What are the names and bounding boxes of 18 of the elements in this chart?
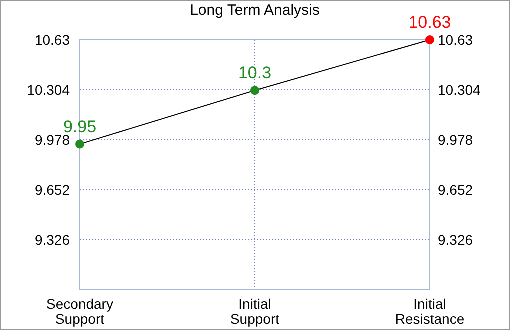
- y2-tick-label: 9.326: [438, 232, 474, 248]
- x-tick-label: Initial Support: [230, 296, 280, 327]
- point: [250, 86, 260, 96]
- y-tick-label: 9.652: [34, 182, 70, 198]
- point: [426, 36, 434, 44]
- x-tick-label: Secondary Support: [46, 296, 114, 327]
- data-label: 10.3: [238, 64, 272, 83]
- data-label: 10.63: [408, 13, 452, 32]
- y-tick-label: 10.304: [27, 82, 70, 98]
- y2-tick-label: 10.63: [438, 32, 474, 48]
- x-tick-label: Initial Resistance: [395, 296, 465, 327]
- y-tick-label: 10.63: [34, 32, 70, 48]
- y2-tick-label: 10.304: [438, 82, 482, 98]
- y-tick-label: 9.326: [34, 232, 70, 248]
- y2-tick-label: 9.978: [438, 132, 474, 148]
- chart-title: Long Term Analysis: [190, 2, 320, 19]
- y2-tick-label: 9.652: [438, 182, 474, 198]
- point: [76, 140, 84, 149]
